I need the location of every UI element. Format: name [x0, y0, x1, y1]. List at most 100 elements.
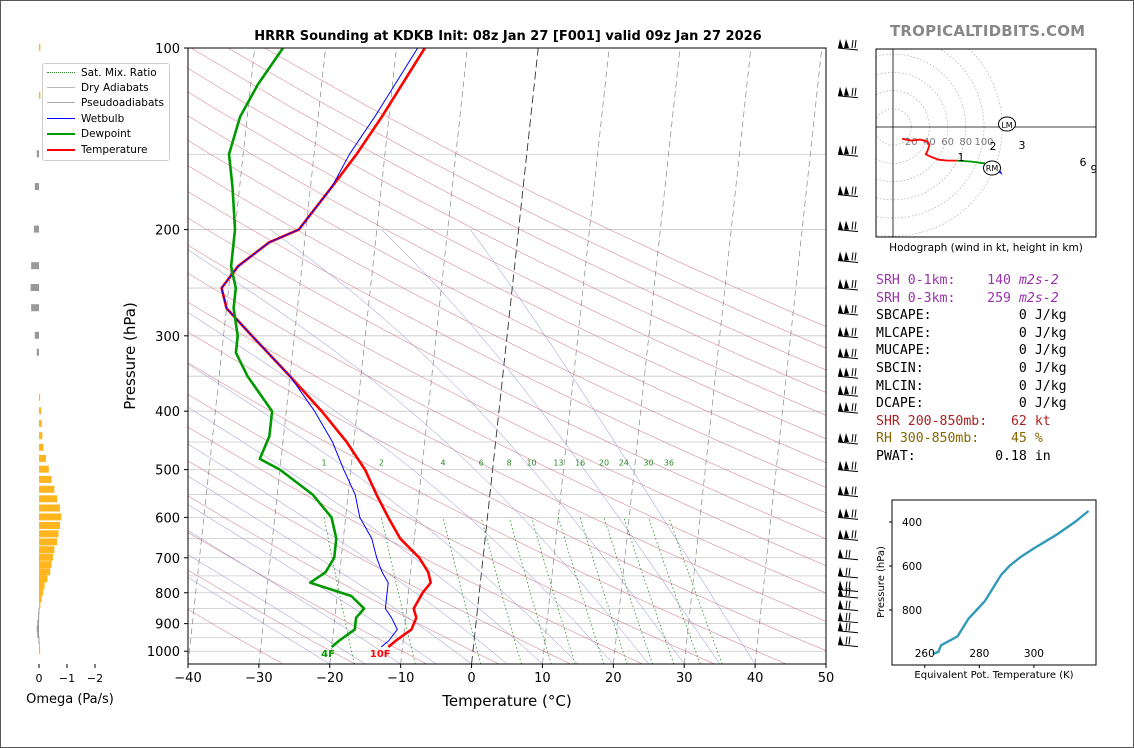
moist-adiabat — [188, 475, 472, 664]
wind-barb-flag — [844, 304, 849, 314]
omega-bar — [39, 495, 58, 503]
mixing-ratio-label: 24 — [619, 458, 629, 467]
theta-e-y-tick-label: 600 — [902, 561, 922, 573]
index-row: SBCIN: 0 J/kg — [876, 360, 1067, 378]
wind-barb-flag — [838, 611, 843, 621]
omega-bar — [39, 582, 45, 590]
omega-bar — [39, 407, 42, 415]
index-value: 0 — [1018, 343, 1027, 359]
skewt-legend: Sat. Mix. Ratio Dry Adiabats Pseudoadiab… — [42, 63, 170, 161]
mixing-ratio-line — [442, 517, 482, 664]
mixing-ratio-label: 20 — [599, 458, 609, 467]
index-unit: m2s-2 — [1018, 290, 1059, 306]
isotherm — [0, 48, 42, 664]
wind-barb-feather — [854, 146, 857, 155]
mixing-ratio-line — [323, 517, 355, 664]
dry-adiabat — [188, 362, 787, 664]
wind-barb-flag — [838, 599, 843, 609]
mixing-ratio-line — [558, 517, 605, 664]
index-value: 45 — [1010, 431, 1027, 447]
omega-bar — [36, 348, 39, 356]
wind-barb-flag — [838, 304, 843, 314]
wind-barb-flag — [838, 621, 843, 631]
x-tick-label: −20 — [316, 671, 343, 686]
wind-barb-flag — [838, 566, 843, 576]
dewpoint-profile — [227, 48, 366, 648]
x-tick-label: −30 — [245, 671, 272, 686]
wind-barb-feather — [851, 39, 854, 49]
wind-barb-feather — [845, 612, 848, 621]
y-tick-label: 400 — [155, 405, 180, 420]
isotherm — [683, 48, 752, 664]
wind-barb — [837, 279, 859, 291]
moist-adiabat — [469, 229, 756, 664]
moist-adiabat — [188, 530, 401, 664]
omega-bar — [39, 601, 41, 609]
isotherm — [400, 48, 468, 664]
wind-barb-feather — [851, 87, 854, 96]
wind-barb-feather — [845, 567, 848, 576]
index-unit: % — [1034, 431, 1043, 447]
index-label: DCAPE: — [876, 396, 924, 412]
wind-barb-staff — [837, 356, 859, 360]
wind-barb-staff — [837, 575, 859, 579]
omega-bar — [39, 521, 60, 529]
wind-barb-feather — [854, 461, 857, 470]
isotherm — [258, 48, 326, 664]
background-lines: 1 2 4 6 8 10 13 16 20 24 30 36 — [0, 48, 826, 664]
index-row: SRH 0-1km: 140 m2s-2 — [876, 272, 1067, 290]
wind-barb-flag — [844, 402, 849, 412]
omega-tick-label: −1 — [59, 672, 75, 685]
mixing-ratio-label: 30 — [643, 458, 653, 467]
omega-bar — [39, 513, 62, 521]
brand-watermark: TROPICALTIDBITS.COM — [890, 22, 1086, 40]
wind-barb-feather — [854, 39, 857, 49]
wetbulb-profile — [221, 48, 419, 648]
theta-e-y-tick-label: 400 — [902, 517, 922, 529]
wind-barb-flag — [844, 86, 849, 96]
theta-e-x-tick-label: 280 — [969, 648, 989, 660]
wind-barb-flag — [838, 485, 843, 495]
omega-bar — [39, 568, 51, 576]
wind-barb-staff — [837, 229, 859, 233]
dry-adiabat — [188, 301, 826, 622]
wind-barb — [837, 385, 859, 397]
zero-isotherm — [471, 48, 539, 664]
legend-item: Dewpoint — [47, 126, 131, 141]
y-tick-label: 200 — [155, 224, 180, 239]
wind-barb-flag — [838, 635, 843, 645]
wind-barb — [837, 621, 859, 634]
x-tick-label: 40 — [747, 671, 764, 686]
index-unit: kt — [1034, 413, 1051, 429]
mixing-ratio-label: 6 — [479, 458, 484, 467]
omega-bar — [39, 530, 59, 538]
wind-barb-flag — [844, 39, 849, 48]
index-row: SRH 0-3km: 259 m2s-2 — [876, 290, 1067, 308]
wind-barb-flag — [844, 145, 849, 155]
hodograph-ring-label: 20 — [905, 137, 918, 148]
y-tick-label: 800 — [155, 587, 180, 602]
wind-barb — [837, 548, 859, 561]
hodograph-ring-label: 100 — [974, 137, 993, 148]
hodograph-caption: Hodograph (wind in kt, height in km) — [889, 242, 1083, 254]
wind-barb-flag — [844, 529, 849, 539]
hodograph-height-label: 1 — [958, 151, 965, 164]
y-axis-title: Pressure (hPa) — [121, 302, 139, 410]
index-unit: J/kg — [1034, 308, 1067, 324]
wind-barb-feather — [845, 549, 848, 558]
index-value: 0 — [1018, 308, 1027, 324]
wind-barb-flag — [838, 220, 843, 230]
moist-adiabat — [188, 249, 649, 664]
surface-temperature-label: 10F — [370, 649, 391, 660]
index-row: SHR 200-850mb: 62 kt — [876, 413, 1067, 431]
wind-barb-staff — [837, 630, 859, 634]
wind-barb-staff — [837, 537, 859, 541]
wind-barb-feather — [845, 587, 848, 597]
wind-barb-feather — [854, 530, 857, 539]
wind-barb-staff — [837, 393, 859, 397]
wind-barb-feather — [851, 403, 854, 412]
wind-barb-feather — [851, 386, 854, 395]
mixing-ratio-label: 13 — [553, 458, 563, 467]
omega-bar — [34, 183, 39, 191]
wind-barb-feather — [854, 304, 857, 314]
